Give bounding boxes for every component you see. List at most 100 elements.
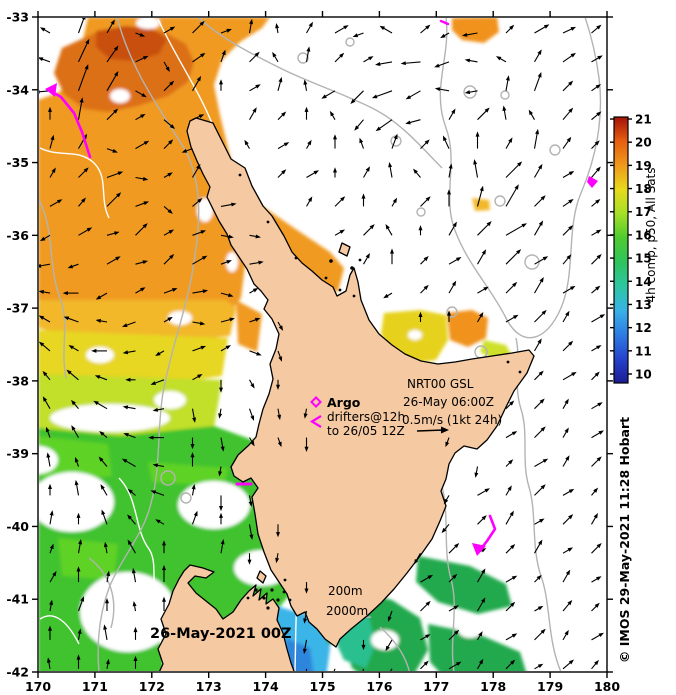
current-vector [591, 314, 606, 323]
current-vector [220, 539, 225, 554]
current-vector [534, 574, 542, 583]
current-vector [106, 256, 121, 265]
current-vector [562, 171, 575, 178]
current-vector [420, 660, 429, 670]
current-vector [132, 600, 137, 612]
nrt-line1: NRT00 GSL [407, 377, 474, 391]
colorbar-tick-label: 19 [635, 159, 652, 173]
y-tick-label: -42 [6, 665, 29, 680]
current-vector [135, 32, 146, 37]
current-vector [533, 128, 540, 149]
current-vector [591, 602, 600, 612]
current-vector [48, 483, 52, 496]
current-vector [400, 61, 421, 66]
argo-float-marker-icon [310, 396, 322, 408]
current-vector [219, 379, 223, 393]
current-vector [77, 18, 86, 34]
current-vector [277, 321, 284, 331]
current-vector [39, 263, 51, 268]
current-vector [135, 90, 147, 98]
current-vector [420, 600, 431, 612]
current-vector [464, 58, 478, 63]
current-vector [302, 639, 308, 655]
colorbar-tick-label: 12 [635, 321, 652, 335]
current-vector [591, 166, 601, 178]
current-vector [77, 539, 83, 554]
current-vector [477, 568, 486, 583]
current-vector [477, 107, 490, 121]
current-vector [74, 479, 80, 496]
current-vector [150, 490, 165, 496]
current-vector [477, 221, 492, 236]
current-vector [162, 540, 166, 554]
land-masses [157, 117, 535, 671]
current-vector [249, 107, 257, 120]
current-vector [591, 456, 602, 467]
current-vector [562, 52, 576, 63]
current-vector [277, 437, 282, 448]
current-vector [434, 87, 450, 92]
current-vector [505, 431, 518, 439]
nrt-line3: 0.5m/s (1kt 24h) [402, 413, 502, 427]
current-vector [413, 168, 421, 178]
current-vector [135, 55, 149, 63]
current-vector [105, 598, 109, 611]
current-vector [220, 292, 234, 298]
current-vector [303, 610, 308, 624]
current-vector [249, 317, 261, 323]
current-vector [354, 119, 364, 131]
current-vector [133, 655, 138, 669]
current-vector [63, 316, 79, 323]
current-vector [534, 256, 549, 265]
current-vector [474, 466, 479, 478]
current-vector [388, 161, 393, 178]
current-vector [45, 426, 51, 438]
colorbar-tick-label: 10 [635, 368, 652, 382]
current-vector [591, 55, 603, 63]
current-vector [218, 408, 223, 419]
datestamp: 26-May-2021 00Z [150, 626, 292, 642]
current-vector [192, 255, 208, 265]
current-vector [249, 350, 262, 356]
current-vector [277, 169, 287, 178]
current-vector [445, 437, 450, 448]
current-vector [505, 24, 515, 34]
x-tick-label: 170 [25, 679, 51, 694]
current-vector [247, 553, 252, 565]
current-vector [534, 426, 546, 438]
current-vector [534, 605, 544, 612]
current-vector [220, 317, 235, 323]
current-vector [448, 543, 460, 554]
current-vector [248, 18, 254, 34]
current-vector [135, 260, 149, 265]
current-vector [42, 370, 51, 381]
current-vector [303, 79, 308, 91]
current-vector [591, 543, 602, 554]
current-vector [420, 634, 431, 641]
current-vector [192, 20, 205, 34]
current-vector [46, 452, 51, 467]
current-vector [534, 195, 546, 207]
current-vector [135, 176, 149, 181]
colorbar-tick-label: 13 [635, 298, 652, 312]
current-vector [350, 90, 364, 104]
current-vector [371, 90, 393, 99]
current-vector [361, 639, 366, 651]
current-vector [77, 596, 85, 612]
current-vector [505, 75, 510, 91]
drifter-track [47, 88, 92, 159]
current-vector [591, 84, 602, 92]
current-vector [220, 49, 226, 63]
current-vector [448, 661, 462, 670]
current-vector [148, 435, 164, 440]
current-vector [78, 197, 86, 207]
current-vector [39, 290, 51, 294]
current-vector [249, 437, 255, 447]
current-vector [505, 184, 519, 207]
current-vector [420, 196, 431, 207]
current-vector [192, 289, 209, 294]
current-vector [505, 314, 519, 323]
current-vector [135, 223, 148, 236]
current-vector [244, 139, 250, 149]
